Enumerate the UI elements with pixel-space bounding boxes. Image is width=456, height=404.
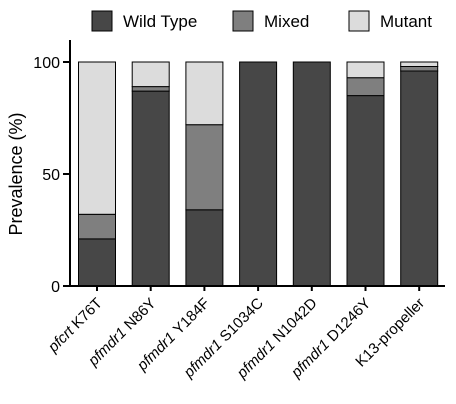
bar-segment-wild-type-2 <box>185 209 224 287</box>
bar-segment-mutant-5 <box>346 61 385 79</box>
x-tick-gene-4: pfmdr1 <box>233 334 282 383</box>
y-tick-label-2: 100 <box>33 55 60 72</box>
x-tick-mutation-1: N86Y <box>121 295 160 334</box>
x-tick-mutation-2: Y184F <box>170 295 213 338</box>
bar-segment-mutant-1 <box>131 61 170 88</box>
x-tick-mutation-0: K76T <box>68 295 105 332</box>
y-axis-title: Prevalence (%) <box>6 112 26 235</box>
y-ticks: 0 50 100 <box>33 55 70 296</box>
bar-segment-wild-type-4 <box>292 61 331 287</box>
legend: Wild Type Mixed Mutant <box>91 10 432 32</box>
x-tick-mutation-5: D1246Y <box>324 295 374 345</box>
bar-segment-wild-type-3 <box>239 61 278 287</box>
bar-segment-mixed-1 <box>131 86 170 92</box>
x-tick-gene-3: pfmdr1 <box>180 333 229 382</box>
bar-segment-mixed-5 <box>346 77 385 97</box>
bar-segment-mutant-6 <box>400 61 439 67</box>
legend-label-wild-type: Wild Type <box>123 12 197 31</box>
bar-segment-mixed-6 <box>400 66 439 72</box>
y-tick-label-0: 0 <box>51 279 60 296</box>
x-tick-mutation-3: S1034C <box>217 295 267 345</box>
legend-swatch-mixed <box>232 10 254 32</box>
y-tick-label-1: 50 <box>42 167 60 184</box>
x-tick-gene-2: pfmdr1 <box>133 326 182 375</box>
x-tick-gene-1: pfmdr1 <box>84 321 133 370</box>
legend-swatch-mutant <box>348 10 370 32</box>
axes <box>69 40 445 287</box>
legend-swatch-wild-type <box>91 10 113 32</box>
bar-segment-wild-type-6 <box>400 70 439 287</box>
bar-segment-mutant-0 <box>78 61 116 215</box>
bar-segment-mutant-2 <box>185 61 224 126</box>
bar-segment-mixed-2 <box>185 124 224 211</box>
bar-segment-wild-type-0 <box>78 238 116 287</box>
bars <box>78 61 439 287</box>
bar-segment-wild-type-5 <box>346 95 385 287</box>
x-tick-mutation-4: N1042D <box>270 295 321 346</box>
bar-segment-wild-type-1 <box>131 90 170 287</box>
legend-label-mixed: Mixed <box>264 12 309 31</box>
x-tick-gene-5: pfmdr1 <box>287 333 336 382</box>
legend-label-mutant: Mutant <box>380 12 432 31</box>
bar-segment-mixed-0 <box>78 213 116 240</box>
